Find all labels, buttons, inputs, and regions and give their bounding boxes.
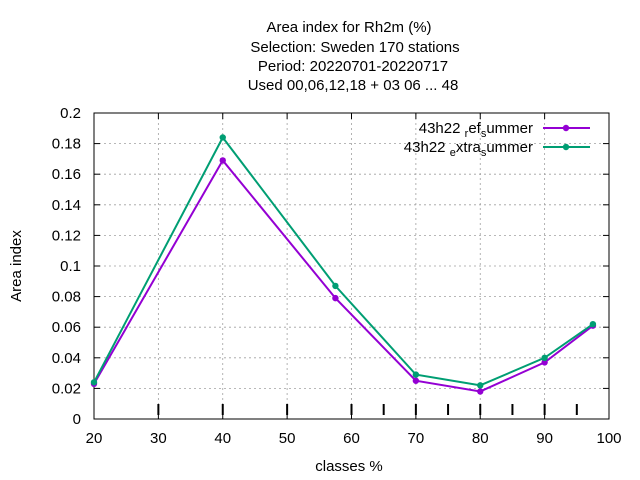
x-tick-label: 40 xyxy=(214,430,231,447)
axes: 0 0.02 0.04 0.06 0.08 0.1 0.12 0.14 0.16 0.18 0.2 2… xyxy=(52,105,622,447)
x-tick-label: 20 xyxy=(86,430,103,447)
x-tick-label: 90 xyxy=(536,430,553,447)
legend-label: 43h22 refsummer xyxy=(419,120,533,140)
title-line-1: Area index for Rh2m (%) xyxy=(266,19,431,36)
y-tick-label: 0.2 xyxy=(60,105,81,122)
x-tick-label: 50 xyxy=(279,430,296,447)
y-axis-label: Area index xyxy=(8,230,25,302)
data-point xyxy=(332,294,339,302)
x-axis-label: classes % xyxy=(315,458,383,475)
y-tick-label: 0.06 xyxy=(52,319,81,336)
y-tick-label: 0.02 xyxy=(52,380,81,397)
data-point xyxy=(589,320,597,328)
y-tick-label: 0.08 xyxy=(52,289,81,306)
legend-label: 43h22 extrasummer xyxy=(404,139,533,159)
data-point xyxy=(477,382,484,389)
data-point xyxy=(219,157,226,164)
y-tick-label: 0.16 xyxy=(52,166,81,183)
x-tick-label: 100 xyxy=(596,430,621,447)
data-point xyxy=(412,371,420,378)
y-tick-label: 0 xyxy=(73,411,81,428)
data-point xyxy=(332,282,339,290)
chart-title: Area index for Rh2m (%) Selection: Swede… xyxy=(248,19,460,94)
y-tick-label: 0.18 xyxy=(52,136,81,153)
title-line-3: Period: 20220701-20220717 xyxy=(258,58,448,75)
y-tick-label: 0.12 xyxy=(52,227,81,244)
data-point xyxy=(412,377,420,384)
data-point xyxy=(90,379,98,386)
y-tick-label: 0.14 xyxy=(52,197,81,214)
title-line-2: Selection: Sweden 170 stations xyxy=(250,39,459,56)
series-line-0 xyxy=(93,158,594,393)
data-point xyxy=(541,359,548,366)
series-line-1 xyxy=(93,135,594,387)
data-point xyxy=(541,354,548,361)
x-tick-label: 70 xyxy=(408,430,425,447)
x-tick-label: 80 xyxy=(472,430,489,447)
x-tick-label: 60 xyxy=(343,430,360,447)
legend-marker xyxy=(562,124,570,132)
data-point xyxy=(219,134,226,141)
y-tick-label: 0.04 xyxy=(52,350,81,367)
x-tick-label: 30 xyxy=(150,430,167,447)
data-point xyxy=(477,388,484,395)
title-line-4: Used 00,06,12,18 + 03 06 ... 48 xyxy=(248,77,459,94)
y-tick-label: 0.1 xyxy=(60,258,81,275)
legend-marker xyxy=(562,143,570,151)
grid xyxy=(94,113,609,419)
series-layer xyxy=(90,134,597,395)
